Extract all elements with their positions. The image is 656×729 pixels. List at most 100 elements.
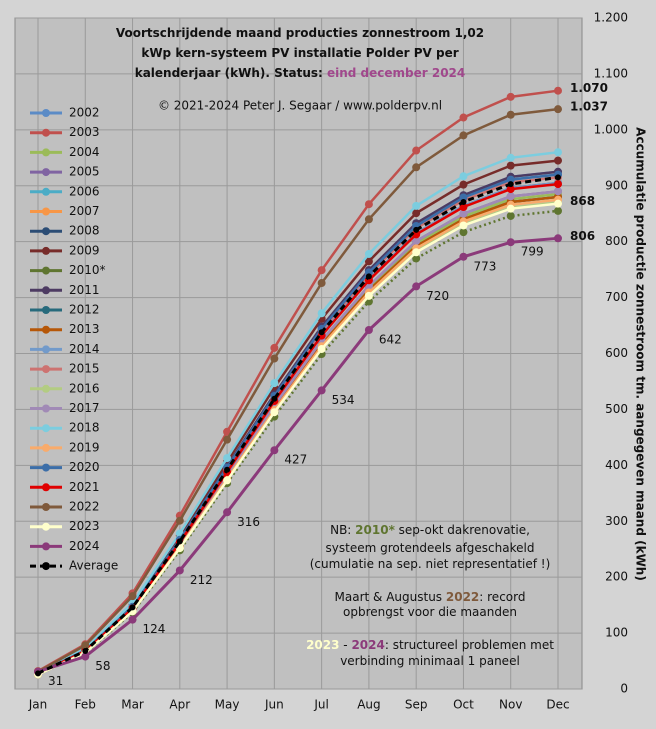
point xyxy=(270,446,279,455)
point xyxy=(175,516,184,525)
point xyxy=(412,146,421,155)
legend-label: 2005 xyxy=(69,165,100,179)
legend-label: 2020 xyxy=(69,460,100,474)
legend-marker xyxy=(42,503,50,511)
value-label: 799 xyxy=(521,245,544,259)
annotation-part: 2010* xyxy=(355,523,395,537)
value-label: 806 xyxy=(570,229,595,243)
x-tick-label: Oct xyxy=(453,698,474,712)
legend-label: 2015 xyxy=(69,362,100,376)
y-tick-label: 600 xyxy=(605,346,628,360)
point xyxy=(554,234,562,243)
chart-title: kalenderjaar (kWh). Status: eind decembe… xyxy=(135,66,466,80)
point xyxy=(460,198,467,205)
point xyxy=(270,379,279,388)
series-line xyxy=(37,236,559,674)
point xyxy=(459,113,468,122)
point xyxy=(506,185,515,194)
annotation: systeem grotendeels afgeschakeld xyxy=(326,541,535,555)
point xyxy=(81,641,90,650)
point xyxy=(554,187,562,196)
annotation-part: sep-okt dakrenovatie, xyxy=(395,523,530,537)
point xyxy=(412,237,421,246)
annotation-part: : structureel problemen met xyxy=(385,638,554,652)
legend-marker xyxy=(42,384,50,393)
x-tick-label: Sep xyxy=(405,698,428,712)
point xyxy=(506,92,515,101)
chart-title: Voortschrijdende maand producties zonnes… xyxy=(116,26,484,40)
value-label: 720 xyxy=(426,289,449,303)
series-line xyxy=(37,175,559,675)
legend-label: 2014 xyxy=(69,342,100,356)
annotation-part: Maart & Augustus xyxy=(335,590,446,604)
y-tick-label: 900 xyxy=(605,178,628,192)
x-tick-label: Jan xyxy=(28,698,48,712)
legend-label: 2023 xyxy=(69,519,100,533)
point xyxy=(554,180,562,189)
legend-marker xyxy=(42,128,50,137)
point xyxy=(554,206,562,215)
annotation-part: - xyxy=(339,638,351,652)
legend-marker xyxy=(42,365,50,374)
point xyxy=(459,131,468,140)
point xyxy=(35,670,41,677)
point xyxy=(176,538,183,545)
y-tick-label: 300 xyxy=(605,514,628,528)
point xyxy=(412,209,421,218)
value-label: 642 xyxy=(379,333,402,347)
series-line xyxy=(37,89,559,673)
point xyxy=(223,508,232,517)
value-label: 1.037 xyxy=(570,100,608,114)
legend-marker xyxy=(42,483,50,492)
point xyxy=(129,604,136,611)
point xyxy=(412,254,421,263)
x-tick-label: Apr xyxy=(169,698,190,712)
legend-label: 2002 xyxy=(69,106,100,120)
point xyxy=(364,249,373,258)
legend-label: 2004 xyxy=(69,145,100,159)
x-tick-label: Nov xyxy=(499,698,522,712)
annotation-part: 2024 xyxy=(351,638,384,652)
point xyxy=(317,279,326,288)
value-label: 773 xyxy=(473,259,496,273)
point xyxy=(459,228,468,237)
annotation-part: 2023 xyxy=(306,638,339,652)
legend-label: 2019 xyxy=(69,440,100,454)
point xyxy=(459,252,468,261)
point xyxy=(364,257,373,266)
value-label: 316 xyxy=(237,515,260,529)
legend-marker xyxy=(42,286,50,295)
point xyxy=(506,192,515,201)
y-tick-label: 500 xyxy=(605,402,628,416)
legend-marker xyxy=(42,325,50,334)
x-tick-label: Mar xyxy=(121,698,144,712)
y-tick-label: 1.200 xyxy=(594,11,628,25)
point xyxy=(224,466,231,473)
point xyxy=(506,161,515,170)
point xyxy=(507,181,514,188)
annotation-part: opbrengst voor die maanden xyxy=(343,605,517,619)
point xyxy=(82,647,89,654)
point xyxy=(459,193,468,202)
point xyxy=(317,309,326,318)
title-line: kWp kern-systeem PV installatie Polder P… xyxy=(141,46,458,60)
y-tick-label: 1.000 xyxy=(594,122,628,136)
x-tick-label: Feb xyxy=(75,698,96,712)
annotation: (cumulatie na sep. niet representatief !… xyxy=(310,557,551,571)
point xyxy=(554,199,562,208)
y-axis-label: Accumulatie productie zonnestroom tm. aa… xyxy=(634,127,648,581)
x-tick-label: May xyxy=(215,698,240,712)
legend-marker xyxy=(42,266,50,275)
value-label: 868 xyxy=(570,194,595,208)
point xyxy=(317,345,326,354)
point xyxy=(506,175,515,184)
legend-label: 2024 xyxy=(69,539,100,553)
subtitle: © 2021-2024 Peter J. Segaar / www.polder… xyxy=(158,99,442,113)
series-line xyxy=(37,107,559,673)
value-label: 1.070 xyxy=(570,81,608,95)
legend-label: 2011 xyxy=(69,283,100,297)
legend-marker xyxy=(42,522,50,531)
series-line xyxy=(37,209,559,676)
point xyxy=(317,266,326,275)
annotation: NB: 2010* sep-okt dakrenovatie, xyxy=(330,523,530,537)
